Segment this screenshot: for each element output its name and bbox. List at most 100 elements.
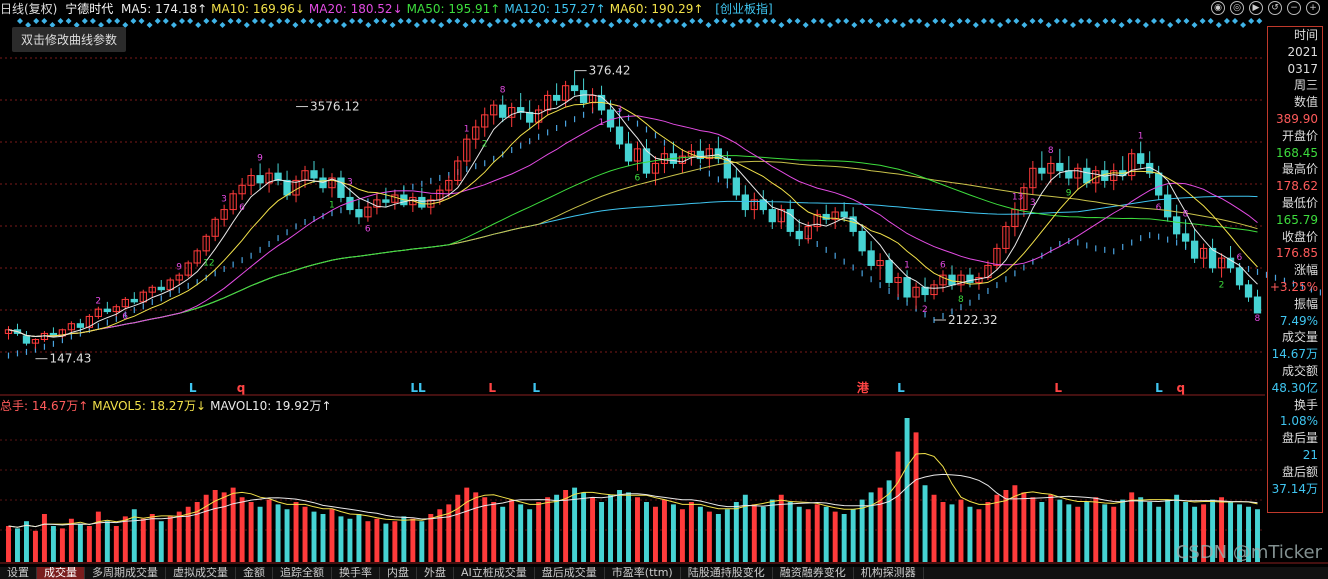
- diamond-marker: [883, 18, 890, 24]
- tdseq-digit: 1: [1138, 132, 1144, 142]
- diamond-marker: [916, 18, 923, 24]
- tdseq-digit: 1: [599, 118, 605, 128]
- diamond-marker: [964, 18, 971, 24]
- eye-off-icon[interactable]: ◎: [1230, 1, 1244, 15]
- event-marker-6: L: [897, 381, 905, 395]
- tab-2[interactable]: 多周期成交量: [85, 567, 166, 579]
- candle-body: [651, 162, 660, 174]
- diamond-marker: [810, 18, 817, 24]
- diamond-marker: [584, 22, 590, 28]
- diamond-marker: [770, 18, 777, 24]
- tdseq-digit: 6: [634, 174, 640, 184]
- plus-icon[interactable]: +: [1306, 1, 1320, 15]
- candle-body: [957, 274, 965, 286]
- tab-11[interactable]: 市盈率(ttm): [605, 567, 681, 579]
- diamond-marker: [1151, 18, 1157, 24]
- diamond-marker: [1223, 18, 1230, 24]
- tdseq-digit: 1: [464, 124, 470, 134]
- tdseq-digit: 2: [1219, 281, 1225, 291]
- diamond-marker: [899, 22, 906, 28]
- undo-icon[interactable]: ↺: [1268, 1, 1282, 15]
- diamond-marker: [519, 18, 526, 24]
- diamond-marker: [616, 18, 623, 24]
- candle-body: [912, 286, 920, 298]
- candle-body: [741, 194, 749, 211]
- tdseq-digit: 8: [958, 295, 964, 305]
- diamond-marker: [106, 18, 113, 24]
- diamond-marker: [462, 22, 469, 28]
- candle-body: [1181, 233, 1190, 242]
- tab-3[interactable]: 虚拟成交量: [166, 567, 236, 579]
- diamond-marker: [381, 18, 388, 24]
- diamond-marker: [486, 22, 493, 28]
- candle-body: [1002, 226, 1010, 249]
- tab-4[interactable]: 金额: [236, 567, 273, 579]
- candle-body: [1164, 194, 1172, 218]
- tdseq-digit: 1: [904, 260, 910, 270]
- tab-1[interactable]: 成交量: [37, 567, 85, 579]
- index-link[interactable]: [创业板指]: [715, 2, 773, 16]
- ma-item-0: MA5: 174.18↑: [121, 2, 208, 16]
- event-marker-3: L: [488, 381, 496, 395]
- tab-6[interactable]: 换手率: [332, 567, 380, 579]
- info-row-22: 换手: [1293, 397, 1318, 412]
- candle-body: [31, 339, 40, 344]
- play-icon[interactable]: ▶: [1249, 1, 1263, 15]
- diamond-marker: [1053, 18, 1060, 24]
- diamond-marker: [551, 18, 558, 24]
- diamond-marker: [373, 18, 380, 24]
- diamond-marker: [924, 22, 931, 28]
- vol-legend-item-1: MAVOL5: 18.27万↓: [92, 399, 207, 413]
- tab-8[interactable]: 外盘: [417, 567, 454, 579]
- candle-body: [463, 138, 471, 162]
- candle-body: [993, 247, 1001, 266]
- diamond-marker: [543, 18, 550, 24]
- candle-body: [930, 284, 938, 296]
- tab-0[interactable]: 设置: [0, 567, 37, 579]
- tdseq-digit: 3: [347, 178, 353, 188]
- tdseq-digit: 2: [922, 305, 928, 315]
- minus-icon[interactable]: −: [1287, 1, 1301, 15]
- diamond-marker: [705, 22, 712, 28]
- tdseq-digit: 9: [176, 263, 182, 273]
- diamond-marker: [1142, 22, 1149, 28]
- tdseq-digit: 6: [940, 260, 946, 270]
- candle-body: [552, 94, 561, 101]
- tab-9[interactable]: AI立桩成交量: [454, 567, 535, 579]
- tab-12[interactable]: 陆股通持股变化: [681, 567, 773, 579]
- candle-body: [364, 206, 372, 218]
- diamond-marker: [49, 22, 56, 28]
- tdseq-digit: 6: [239, 203, 245, 213]
- diamond-marker: [1029, 18, 1036, 24]
- candle-body: [130, 298, 138, 303]
- ma50-line: [8, 155, 1258, 338]
- candle-body: [570, 85, 579, 92]
- info-row-19: 14.67万: [1271, 347, 1318, 362]
- candle-body: [517, 107, 525, 113]
- tab-5[interactable]: 追踪全额: [273, 567, 332, 579]
- candle-body: [454, 160, 462, 181]
- diamond-marker: [227, 18, 234, 24]
- indicator-tabs: 设置 成交量 多周期成交量 虚拟成交量 金额 追踪全额 换手率 内盘 外盘 AI立桩成交量 盘后成交…: [0, 567, 1328, 579]
- candle-body: [732, 177, 740, 196]
- candle-body: [642, 148, 651, 174]
- diamond-marker: [592, 18, 599, 24]
- tab-13[interactable]: 融资融券变化: [773, 567, 854, 579]
- candle-body: [499, 104, 507, 118]
- candle-body: [795, 230, 803, 240]
- candle-body: [211, 218, 219, 237]
- tab-7[interactable]: 内盘: [380, 567, 417, 579]
- tab-10[interactable]: 盘后成交量: [535, 567, 605, 579]
- info-row-4: 数值: [1293, 95, 1318, 110]
- eye-icon[interactable]: ◉: [1211, 1, 1225, 15]
- candle-body: [750, 199, 758, 211]
- diamond-marker: [146, 22, 153, 28]
- candle-body: [1208, 247, 1217, 269]
- ma10-line: [8, 101, 1258, 338]
- chart-kind-label[interactable]: 日线(复权): [0, 2, 58, 16]
- tab-14[interactable]: 机构探测器: [854, 567, 924, 579]
- candle-body: [615, 126, 624, 145]
- diamond-marker: [1126, 18, 1133, 24]
- candle-body: [274, 172, 282, 181]
